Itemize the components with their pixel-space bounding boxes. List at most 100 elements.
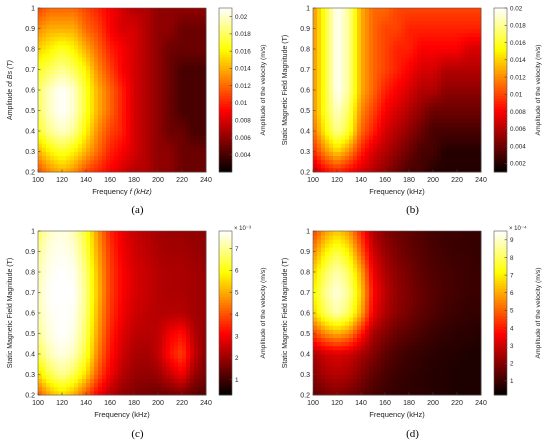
- heatmap-cell: [90, 354, 95, 359]
- heatmap-cell: [198, 267, 203, 273]
- heatmap-cell: [333, 73, 338, 79]
- heatmap-cell: [54, 296, 59, 302]
- heatmap-cell: [461, 8, 466, 13]
- heatmap-cell: [130, 53, 135, 58]
- heatmap-cell: [341, 36, 346, 42]
- heatmap-cell: [142, 272, 147, 277]
- heatmap-cell: [337, 135, 342, 140]
- heatmap-cell: [62, 8, 67, 13]
- heatmap-cell: [110, 131, 115, 136]
- heatmap-cell: [158, 155, 163, 161]
- heatmap-cell: [102, 321, 107, 326]
- heatmap-cell: [66, 85, 71, 91]
- heatmap-cell: [122, 366, 127, 371]
- heatmap-cell: [66, 122, 71, 128]
- heatmap-cell: [457, 98, 462, 103]
- heatmap-cell: [345, 155, 350, 161]
- heatmap-cell: [94, 122, 99, 128]
- heatmap-cell: [381, 135, 386, 140]
- heatmap-cell: [42, 114, 47, 120]
- heatmap-cell: [134, 259, 139, 265]
- heatmap-cell: [162, 272, 167, 277]
- heatmap-cell: [178, 349, 183, 355]
- heatmap-cell: [194, 131, 199, 136]
- heatmap-cell: [62, 321, 67, 326]
- heatmap-cell: [46, 28, 51, 33]
- heatmap-cell: [465, 151, 470, 156]
- heatmap-cell: [102, 143, 107, 148]
- heatmap-cell: [170, 118, 175, 124]
- heatmap-cell: [345, 126, 350, 132]
- heatmap-cell: [122, 163, 127, 169]
- heatmap-cell: [110, 106, 115, 111]
- heatmap-cell: [154, 28, 159, 33]
- heatmap-cell: [54, 288, 59, 293]
- heatmap-cell: [82, 126, 87, 132]
- heatmap-cell: [417, 69, 422, 74]
- heatmap-cell: [106, 280, 111, 285]
- heatmap-cell: [166, 61, 171, 66]
- heatmap-cell: [349, 40, 354, 46]
- heatmap-cell: [70, 366, 75, 371]
- heatmap-cell: [66, 259, 71, 265]
- heatmap-cell: [134, 135, 139, 140]
- heatmap-cell: [66, 341, 71, 347]
- heatmap-cell: [313, 94, 318, 99]
- heatmap-cell: [126, 296, 131, 302]
- heatmap-cell: [138, 358, 143, 363]
- heatmap-cell: [405, 8, 410, 13]
- heatmap-cell: [118, 114, 123, 120]
- heatmap-cell: [170, 106, 175, 111]
- heatmap-cell: [166, 131, 171, 136]
- heatmap-cell: [385, 151, 390, 156]
- heatmap-cell: [449, 155, 454, 161]
- heatmap-cell: [313, 110, 318, 115]
- heatmap-cell: [449, 16, 454, 21]
- colorbar-segment: [494, 59, 507, 64]
- heatmap-cell: [389, 106, 394, 111]
- heatmap-cell: [337, 155, 342, 161]
- heatmap-cell: [126, 345, 131, 351]
- heatmap-cell: [317, 102, 322, 107]
- heatmap-cell: [437, 147, 442, 152]
- heatmap-cell: [90, 73, 95, 79]
- heatmap-cell: [317, 73, 322, 79]
- heatmap-cell: [449, 102, 454, 107]
- heatmap-cell: [138, 366, 143, 371]
- heatmap-cell: [54, 358, 59, 363]
- heatmap-cell: [321, 57, 326, 62]
- heatmap-cell: [86, 98, 91, 103]
- heatmap-cell: [134, 296, 139, 302]
- heatmap-cell: [421, 90, 426, 95]
- heatmap-cell: [138, 374, 143, 379]
- heatmap-cell: [158, 94, 163, 99]
- heatmap-cell: [178, 40, 183, 46]
- heatmap-cell: [361, 36, 366, 42]
- heatmap-cell: [98, 378, 103, 384]
- heatmap-cell: [461, 16, 466, 21]
- heatmap-cell: [162, 284, 167, 289]
- heatmap-cell: [337, 90, 342, 95]
- heatmap-cell: [429, 110, 434, 115]
- heatmap-cell: [174, 57, 179, 62]
- heatmap-cell: [114, 57, 119, 62]
- heatmap-cell: [90, 102, 95, 107]
- heatmap-cell: [397, 8, 402, 13]
- heatmap-cell: [333, 147, 338, 152]
- heatmap-cell: [70, 321, 75, 326]
- heatmap-cell: [425, 163, 430, 169]
- heatmap-cell: [126, 90, 131, 95]
- heatmap-cell: [178, 126, 183, 132]
- heatmap-cell: [405, 98, 410, 103]
- colorbar-segment: [494, 70, 507, 74]
- heatmap-cell: [194, 354, 199, 359]
- heatmap-cell: [361, 16, 366, 21]
- colorbar-segment: [219, 81, 232, 85]
- heatmap-cell: [453, 155, 458, 161]
- heatmap-cell: [357, 20, 362, 25]
- heatmap-cell: [445, 81, 450, 87]
- heatmap-cell: [190, 77, 195, 83]
- heatmap-cell: [202, 118, 207, 124]
- heatmap-cell: [325, 77, 330, 83]
- heatmap-cell: [174, 259, 179, 265]
